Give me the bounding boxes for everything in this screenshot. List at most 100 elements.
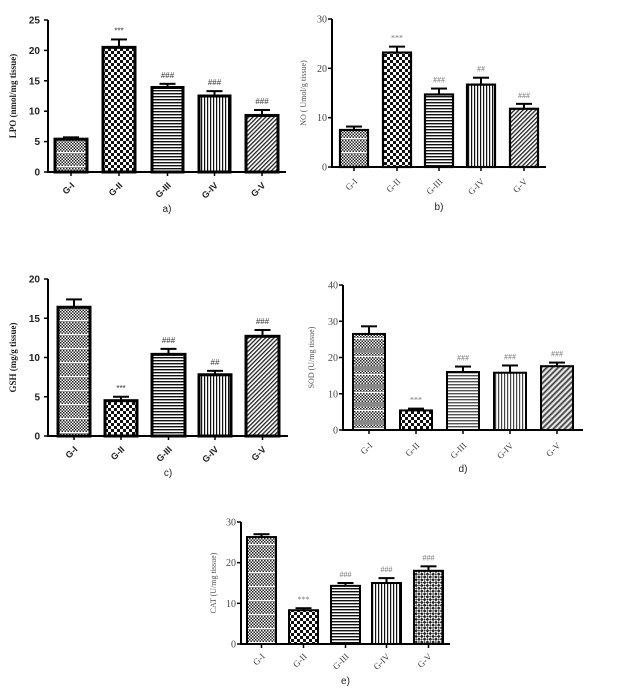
- x-category-label: G-III: [153, 180, 172, 199]
- x-category-label: G-I: [359, 440, 375, 456]
- y-tick-label: 0: [322, 163, 327, 174]
- bar-g-v: ###: [508, 91, 540, 169]
- bar-g-iv: ###: [371, 565, 402, 645]
- x-category-label: G-II: [109, 444, 127, 462]
- x-category-label: G-IV: [200, 180, 220, 200]
- y-axis-label: LPO (nmol/mg tissue): [8, 54, 18, 139]
- x-category-label: G-V: [544, 440, 563, 459]
- y-tick-label: 5: [34, 137, 40, 148]
- bar-g-ii: ***: [103, 384, 139, 438]
- bar-g-iv: ###: [197, 78, 232, 174]
- bar-g-i: [53, 136, 89, 174]
- bar-g-iii: ###: [423, 76, 455, 169]
- y-tick-label: 10: [328, 389, 338, 400]
- y-axis-label: NO ( Umol/g tissue): [299, 60, 308, 126]
- bar-g-iv: ##: [197, 358, 233, 438]
- significance-marker: ###: [162, 336, 176, 345]
- y-tick-label: 15: [29, 76, 41, 87]
- y-tick-label: 30: [226, 518, 236, 529]
- significance-marker: ###: [208, 78, 222, 87]
- chart-d: SOD (U/mg tissue) 0 10 20 30 40 G-I *** G-II ### G…: [307, 281, 583, 475]
- x-category-label: G-I: [64, 444, 80, 460]
- x-category-label: G-IV: [495, 440, 516, 461]
- bar-g-ii: ***: [381, 34, 413, 169]
- y-tick-label: 10: [317, 113, 327, 124]
- y-tick-label: 0: [333, 426, 338, 437]
- x-category-label: G-V: [250, 444, 268, 462]
- bar-g-i: [246, 533, 277, 646]
- significance-marker: ###: [340, 570, 352, 579]
- significance-marker: ###: [518, 91, 530, 100]
- bar-g-v: ###: [413, 553, 444, 645]
- y-tick-label: 10: [29, 107, 41, 118]
- bar-g-iv: ###: [493, 352, 527, 432]
- bar-g-ii: ***: [399, 396, 433, 431]
- panel-label: a): [163, 204, 172, 215]
- x-category-label: G-I: [344, 176, 360, 192]
- x-category-label: G-II: [291, 651, 309, 669]
- y-tick-label: 0: [231, 640, 236, 651]
- y-tick-label: 0: [34, 432, 40, 443]
- chart-b: NO ( Umol/g tissue) 0 10 20 30 G-I *** G-II ### G…: [299, 15, 546, 213]
- y-axis-label: CAT (U/mg tissue): [209, 552, 218, 613]
- x-category-label: G-III: [154, 444, 173, 463]
- significance-marker: ##: [477, 65, 485, 74]
- bar-g-ii: ***: [101, 26, 137, 174]
- bar-g-iii: ###: [330, 570, 361, 646]
- y-tick-label: 0: [34, 168, 40, 179]
- y-axis-label: GSH (mg/g tissue): [8, 322, 18, 392]
- x-category-label: G-I: [251, 651, 267, 667]
- y-axis-label: SOD (U/mg tissue): [307, 326, 316, 388]
- x-category-label: G-IV: [371, 651, 392, 672]
- significance-marker: ###: [433, 76, 445, 85]
- bar-g-ii: ***: [288, 595, 319, 645]
- y-tick-label: 15: [29, 314, 41, 325]
- y-tick-label: 5: [34, 392, 40, 403]
- panel-label: c): [164, 468, 172, 479]
- x-category-label: G-III: [448, 440, 468, 460]
- y-tick-label: 10: [226, 599, 236, 610]
- x-category-label: G-IV: [200, 444, 220, 464]
- x-category-label: G-III: [331, 651, 351, 671]
- x-category-label: G-V: [249, 180, 267, 198]
- panel-label: b): [435, 202, 444, 213]
- significance-marker: ***: [298, 595, 310, 604]
- x-category-label: G-V: [511, 176, 530, 195]
- y-tick-label: 10: [29, 353, 41, 364]
- significance-marker: ##: [211, 358, 220, 367]
- chart-a: LPO (nmol/mg tissue) 0 5 10 15 20 25 G-I *** G-II…: [8, 16, 286, 215]
- y-tick-label: 30: [317, 15, 327, 26]
- significance-marker: ***: [114, 26, 123, 35]
- y-tick-label: 20: [29, 46, 41, 57]
- significance-marker: ###: [256, 317, 270, 326]
- bar-g-iii: ###: [150, 71, 185, 174]
- bar-g-iii: ###: [446, 354, 480, 431]
- x-category-label: G-I: [61, 180, 77, 196]
- significance-marker: ###: [161, 71, 175, 80]
- bar-g-v: ###: [540, 350, 574, 432]
- bar-g-iv: ##: [465, 65, 497, 169]
- x-category-label: G-II: [107, 180, 125, 198]
- bar-g-i: [352, 325, 386, 431]
- y-tick-label: 40: [328, 281, 338, 292]
- x-category-label: G-IV: [466, 176, 487, 197]
- panel-label: e): [341, 676, 350, 687]
- x-category-label: G-V: [416, 651, 435, 670]
- y-tick-label: 20: [29, 275, 41, 286]
- x-category-label: G-III: [424, 176, 444, 196]
- bar-g-v: ###: [244, 317, 281, 438]
- x-category-label: G-II: [384, 176, 402, 194]
- y-tick-label: 25: [29, 16, 41, 27]
- chart-c: GSH (mg/g tissue) 0 5 10 15 20 G-I *** G-II ### G-…: [8, 275, 288, 479]
- y-tick-label: 20: [328, 353, 338, 364]
- significance-marker: ###: [255, 97, 269, 106]
- bar-g-i: [338, 125, 370, 169]
- significance-marker: ###: [457, 354, 469, 363]
- y-tick-label: 30: [328, 317, 338, 328]
- significance-marker: ***: [410, 396, 422, 405]
- significance-marker: ###: [423, 553, 435, 562]
- significance-marker: ###: [504, 352, 516, 361]
- bar-g-v: ###: [244, 97, 280, 174]
- significance-marker: ###: [381, 565, 393, 574]
